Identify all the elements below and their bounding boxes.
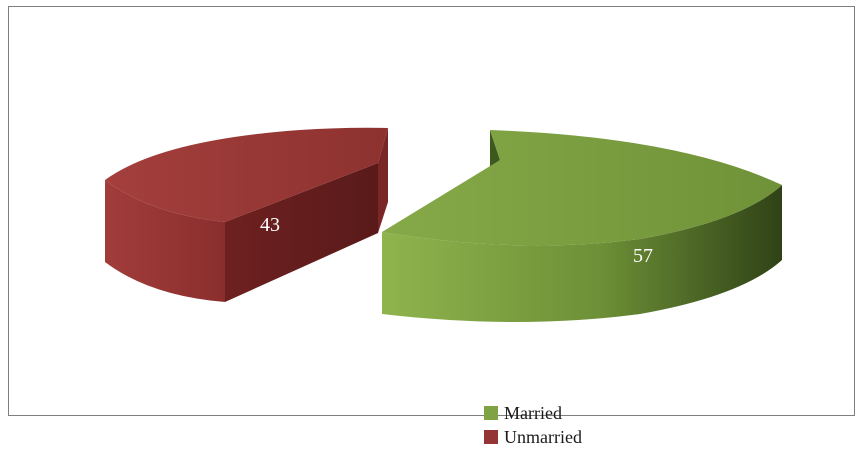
pie-slices	[105, 127, 782, 322]
legend-swatch-unmarried	[484, 430, 498, 444]
pie-slice-unmarried-top	[105, 127, 388, 222]
pie-slice-unmarried-side	[105, 180, 225, 302]
data-label-unmarried: 43	[260, 214, 280, 236]
pie-slice-married-side	[382, 185, 782, 322]
legend-label-unmarried: Unmarried	[504, 427, 582, 447]
legend-label-married: Married	[504, 403, 562, 423]
data-label-married: 57	[633, 245, 653, 267]
pie-data-labels: 57 43	[260, 214, 653, 267]
pie-slice-unmarried-cut-face	[225, 163, 378, 302]
pie-slice-married-cut-face	[490, 130, 500, 172]
legend-item-married: Married	[484, 401, 582, 425]
legend-item-unmarried: Unmarried	[484, 425, 582, 449]
pie-slice-married-top	[382, 130, 782, 246]
legend: Married Unmarried	[484, 401, 582, 449]
legend-swatch-married	[484, 406, 498, 420]
